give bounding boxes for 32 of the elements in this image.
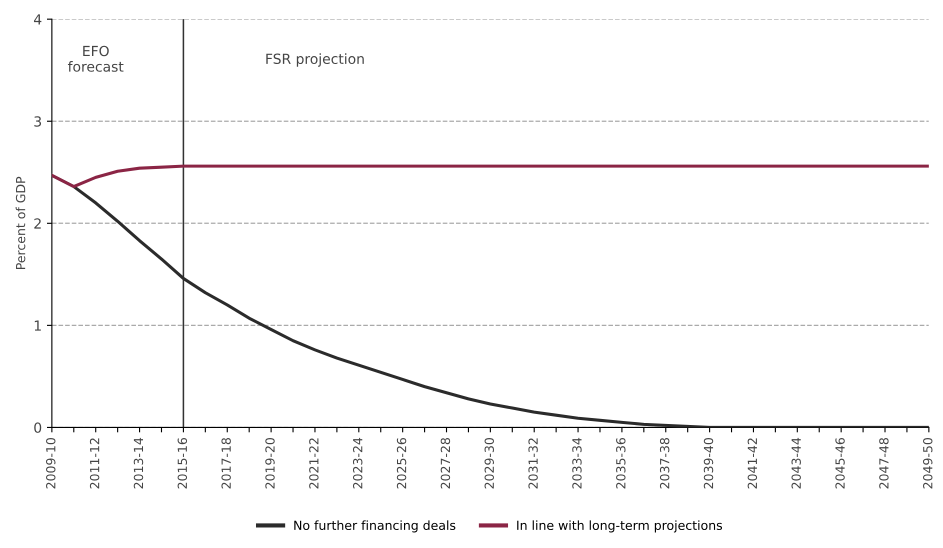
- x-tick-label: 2029-30: [484, 438, 494, 488]
- x-tick-label: 2019-20: [265, 438, 275, 488]
- x-tick-label: 2035-36: [616, 438, 626, 488]
- y-tick-label: 2: [34, 218, 41, 229]
- x-tick-label: 2025-26: [396, 438, 406, 488]
- x-tick-label: 2023-24: [352, 438, 362, 488]
- y-tick-label: 4: [34, 14, 42, 24]
- annotation: FSR projection: [266, 53, 364, 67]
- y-axis-title: Percent of GDP: [16, 176, 26, 270]
- y-tick-label: 3: [34, 116, 42, 127]
- x-tick-label: 2037-38: [660, 438, 670, 488]
- x-tick-label: 2041-42: [748, 438, 758, 488]
- x-tick-label: 2031-32: [528, 438, 538, 488]
- x-tick-label: 2033-34: [572, 438, 582, 488]
- line-series: [52, 164, 929, 188]
- x-tick-label: 2049-50: [923, 438, 932, 488]
- x-tick-label: 2015-16: [178, 438, 188, 488]
- legend-label: No further financing deals: [294, 520, 456, 532]
- x-tick-label: 2009-10: [46, 438, 56, 488]
- y-tick-label: 1: [34, 320, 41, 331]
- x-tick-label: 2017-18: [221, 438, 231, 488]
- x-tick-label: 2013-14: [134, 438, 144, 488]
- x-tick-label: 2021-22: [309, 438, 319, 488]
- x-tick-label: 2039-40: [704, 438, 714, 488]
- x-tick-label: 2011-12: [90, 438, 100, 488]
- x-tick-label: 2047-48: [879, 438, 889, 488]
- x-tick-label: 2043-44: [791, 438, 801, 488]
- y-tick-label: 0: [34, 422, 42, 433]
- x-tick-label: 2027-28: [440, 438, 450, 488]
- annotation: EFO forecast: [68, 46, 124, 72]
- x-tick-label: 2045-46: [835, 438, 845, 488]
- legend-label: In line with long-term projections: [517, 520, 722, 532]
